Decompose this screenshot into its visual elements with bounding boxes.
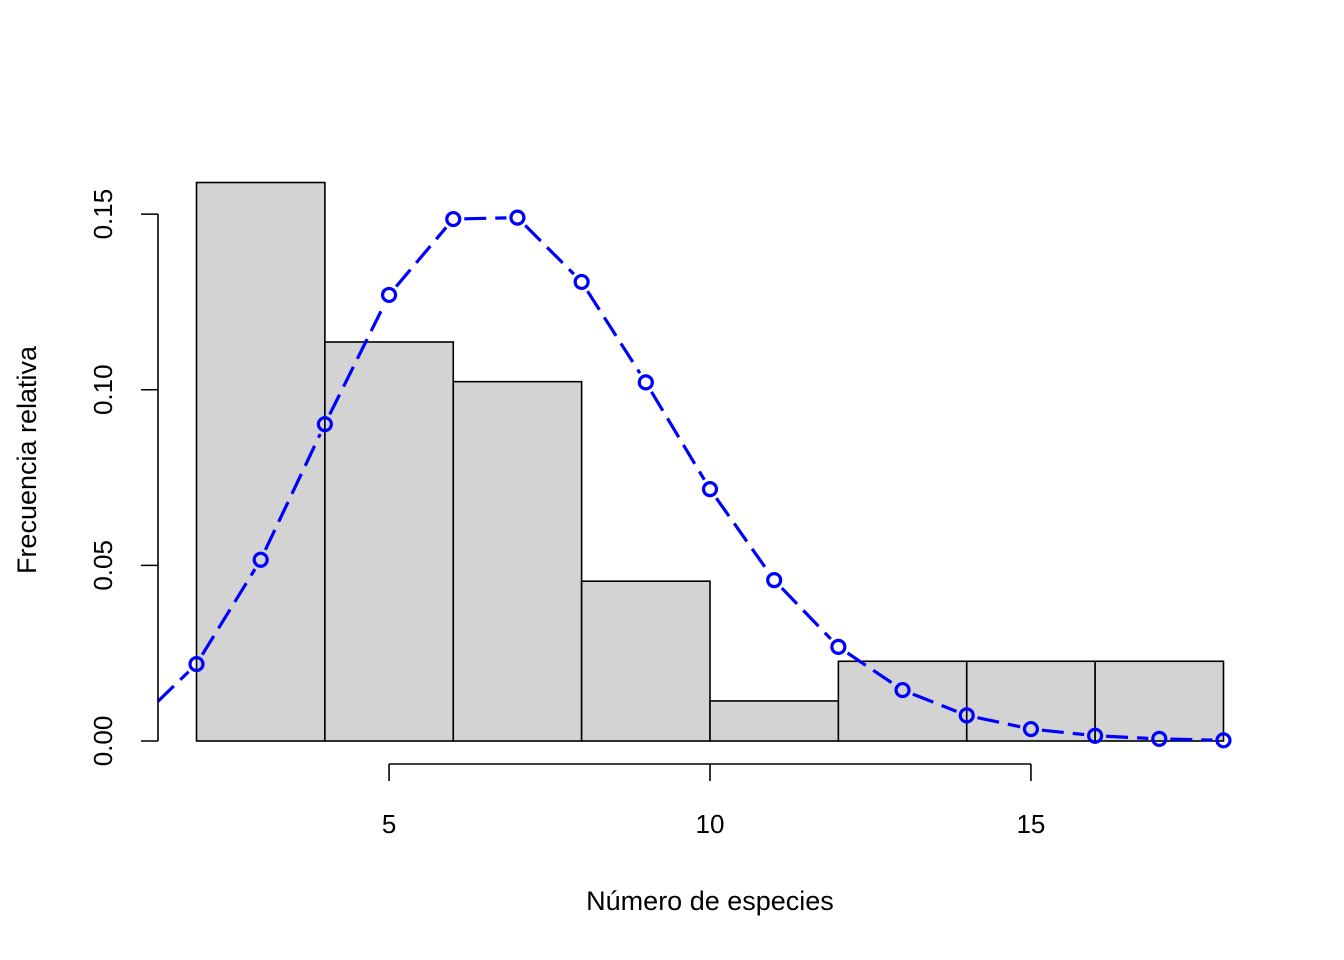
density-curve-segment [200, 568, 257, 656]
x-tick-label: 15 [1016, 809, 1045, 839]
density-point [316, 416, 333, 433]
density-curve-segment [263, 433, 322, 551]
x-tick-label: 10 [696, 809, 725, 839]
axes: 0.00 0.05 0.10 0.15 5 10 15 [88, 189, 1045, 839]
histogram-bar-7 [965, 660, 1096, 742]
histogram-bar-2 [324, 341, 455, 742]
histogram-bar-1 [195, 181, 326, 742]
y-tick-label: 0.00 [88, 716, 118, 767]
density-curve-segment [912, 692, 958, 713]
x-tick-label: 5 [382, 809, 396, 839]
histogram-bar-3 [452, 380, 583, 742]
density-point [1215, 732, 1232, 749]
density-point [573, 273, 590, 291]
density-point [509, 209, 526, 226]
histogram-bars [195, 181, 1225, 742]
density-point [958, 707, 975, 724]
density-curve-segment [715, 497, 770, 573]
density-curve-segment [156, 670, 190, 703]
density-curve-segment [524, 224, 575, 276]
histogram-bar-5 [709, 700, 840, 742]
density-curve-segment [650, 390, 706, 481]
density-curve-segment [464, 216, 507, 221]
density-curve-segment [846, 651, 895, 686]
histogram-bar-6 [837, 660, 968, 742]
density-curve-segment [1106, 734, 1149, 740]
histogram-bar-4 [580, 580, 711, 742]
density-curve-segment [977, 716, 1021, 729]
density-curve-segment [394, 226, 448, 288]
density-point [1087, 727, 1104, 744]
histogram-bar-8 [1094, 660, 1225, 742]
x-axis-label: Número de especies [586, 886, 834, 916]
density-curve-segment [780, 586, 832, 641]
density-point [766, 572, 783, 589]
density-point [830, 638, 847, 655]
density-point [252, 551, 269, 568]
y-tick-label: 0.05 [88, 540, 118, 591]
density-curve [156, 209, 1232, 749]
density-point [1151, 730, 1168, 747]
density-curve-segment [1170, 737, 1213, 742]
density-point [380, 286, 398, 304]
density-point [1022, 720, 1040, 738]
density-point [445, 210, 462, 228]
y-tick-label: 0.15 [88, 189, 118, 240]
density-curve-segment [1041, 728, 1085, 737]
density-point [637, 374, 654, 391]
density-point [701, 481, 719, 498]
y-axis-label: Frecuencia relativa [12, 345, 42, 574]
density-point [188, 655, 205, 673]
density-curve-segment [586, 290, 642, 374]
density-point [894, 681, 911, 699]
y-tick-label: 0.10 [88, 364, 118, 415]
density-curve-segment [328, 304, 386, 416]
